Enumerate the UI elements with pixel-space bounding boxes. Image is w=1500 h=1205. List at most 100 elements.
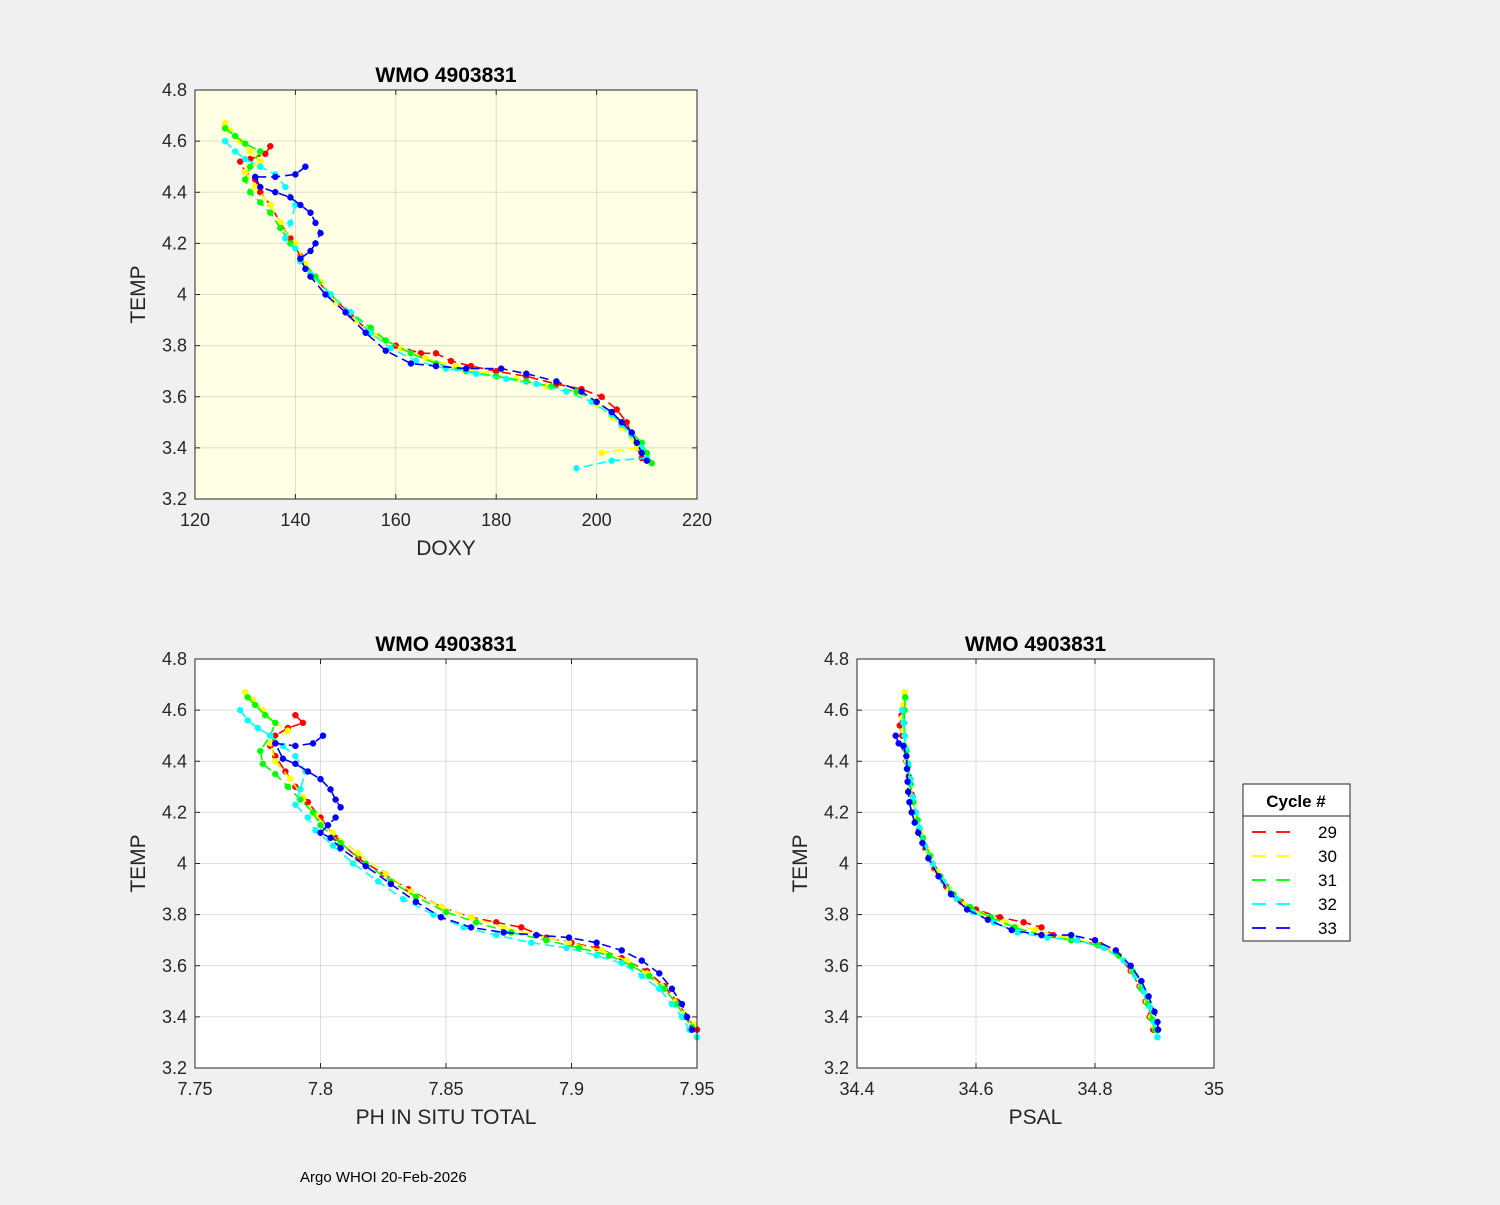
doxy-y-tick-label: 4 [177,285,187,305]
legend-entry-cycle-32[interactable]: 32 [1252,895,1337,914]
ph-y-tick-label: 4.4 [162,751,187,771]
psal-data-point-cycle-33 [947,890,955,898]
doxy-data-point-cycle-31 [246,163,254,170]
doxy-data-point-cycle-33 [297,201,304,209]
legend-entries: 29 30 31 32 33 [1252,823,1337,938]
psal-x-axis-label: PSAL [1009,1106,1063,1129]
ph-data-point-cycle-31 [262,711,269,719]
legend-label-cycle-31: 31 [1318,871,1337,890]
psal-plot-title: WMO 4903831 [965,633,1107,656]
ph-data-point-cycle-31 [257,747,264,755]
ph-data-point-cycle-33 [327,834,334,842]
ph-data-point-cycle-29 [282,768,289,775]
doxy-data-point-cycle-33 [272,188,279,196]
legend-label-cycle-32: 32 [1318,895,1337,914]
ph-temp-plot: 7.75 7.8 7.85 7.9 7.95 3.2 3.4 3.6 3.8 4 4.2 4.4 4.6… [127,633,715,1129]
doxy-data-point-cycle-33 [593,398,600,406]
ph-data-point-cycle-32 [430,911,437,918]
footer-credit: Argo WHOI 20-Feb-2026 [300,1169,467,1186]
doxy-data-point-cycle-33 [362,329,369,337]
ph-y-axis-label: TEMP [127,834,150,892]
ph-data-point-cycle-31 [543,936,550,944]
ph-data-point-cycle-32 [618,959,625,967]
psal-data-point-cycle-33 [900,742,907,750]
doxy-data-point-cycle-33 [523,370,530,377]
doxy-data-point-cycle-33 [312,219,319,227]
psal-y-tick-label: 4.4 [824,751,849,771]
doxy-data-point-cycle-31 [246,188,254,196]
doxy-data-point-cycle-31 [231,132,239,140]
psal-y-tick-label: 4.8 [824,649,849,669]
legend-entry-cycle-33[interactable]: 33 [1252,919,1337,938]
psal-data-point-cycle-31 [901,694,909,701]
doxy-data-point-cycle-29 [447,357,455,365]
psal-data-point-cycle-33 [908,809,915,816]
ph-data-point-cycle-33 [317,829,324,837]
psal-data-point-cycle-33 [1127,962,1134,970]
doxy-data-point-cycle-33 [251,173,259,181]
doxy-data-point-cycle-29 [267,142,274,150]
ph-data-point-cycle-33 [533,931,540,939]
legend-entry-cycle-29[interactable]: 29 [1252,823,1337,842]
psal-data-point-cycle-33 [906,798,913,806]
doxy-x-axis-label: DOXY [416,537,476,560]
doxy-y-tick-label: 3.4 [162,438,187,458]
doxy-series-cycle-33 [251,163,651,464]
legend-entry-cycle-30[interactable]: 30 [1252,847,1337,866]
doxy-data-point-cycle-31 [241,176,249,183]
doxy-x-tick-label: 200 [582,510,612,530]
ph-series-line-cycle-31 [247,696,693,1028]
ph-data-point-cycle-32 [254,724,262,732]
psal-data-point-cycle-33 [1091,936,1099,944]
ph-data-point-cycle-33 [688,1026,696,1033]
legend-label-cycle-33: 33 [1318,919,1337,938]
ph-series-line-cycle-32 [239,709,698,1038]
psal-data-point-cycle-33 [911,819,918,826]
psal-data-point-cycle-32 [1146,1003,1153,1010]
psal-y-tick-label: 4.6 [824,700,849,720]
doxy-data-point-cycle-32 [472,370,480,377]
ph-x-tick-label: 7.75 [177,1079,212,1099]
ph-series-cycle-31 [244,694,696,1031]
psal-data-point-cycle-33 [1138,977,1145,985]
ph-data-point-cycle-33 [337,844,344,852]
ph-data-point-cycle-31 [251,701,259,709]
psal-series-cycle-32 [898,706,1161,1041]
ph-data-point-cycle-32 [292,801,299,808]
legend-label-cycle-30: 30 [1318,847,1337,866]
doxy-data-point-cycle-31 [257,199,264,206]
doxy-data-point-cycle-30 [246,148,254,155]
doxy-data-point-cycle-33 [553,378,560,385]
psal-data-point-cycle-33 [892,732,899,739]
cycle-legend[interactable]: Cycle # 29 30 31 32 33 [1242,783,1351,942]
psal-data-point-cycle-32 [1154,1034,1161,1041]
legend-entry-cycle-31[interactable]: 31 [1252,871,1337,890]
doxy-data-point-cycle-33 [312,240,319,247]
ph-data-point-cycle-31 [317,821,324,829]
ph-data-point-cycle-32 [349,860,357,867]
ph-data-point-cycle-30 [407,888,415,895]
psal-series-line-cycle-33 [894,735,1159,1030]
ph-plot-background [195,659,697,1068]
legend-title: Cycle # [1266,792,1326,811]
doxy-data-point-cycle-33 [307,209,314,216]
psal-data-point-cycle-33 [1008,926,1015,934]
ph-data-point-cycle-33 [304,768,312,775]
doxy-data-point-cycle-33 [302,265,309,273]
doxy-data-point-cycle-33 [578,388,585,395]
ph-data-point-cycle-33 [565,934,573,941]
ph-data-point-cycle-33 [337,804,344,811]
ph-ticks: 7.75 7.8 7.85 7.9 7.95 3.2 3.4 3.6 3.8 4 4.2 4.4 4.6… [162,649,715,1099]
psal-series-group [892,688,1162,1041]
doxy-data-point-cycle-33 [307,273,314,280]
psal-data-point-cycle-32 [1044,934,1051,941]
ph-series-cycle-33 [272,732,696,1033]
doxy-data-point-cycle-30 [397,344,405,352]
ph-data-point-cycle-33 [332,814,339,821]
ph-data-point-cycle-33 [638,957,646,964]
psal-data-point-cycle-33 [903,752,910,760]
psal-y-tick-label: 3.4 [824,1007,849,1027]
doxy-y-tick-label: 4.4 [162,182,187,202]
